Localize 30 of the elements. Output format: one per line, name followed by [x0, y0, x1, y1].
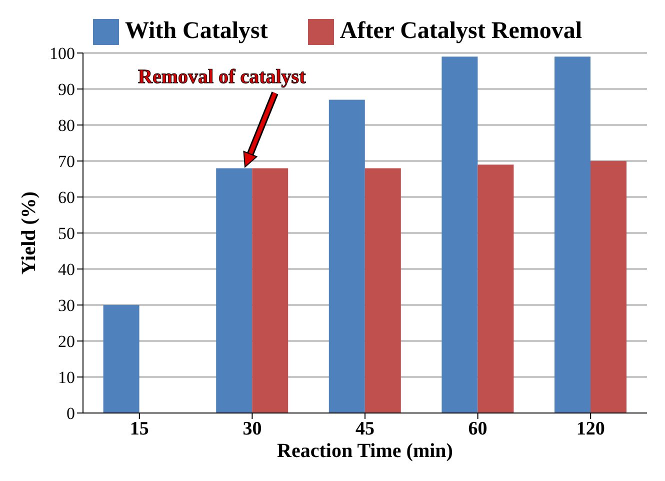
- bar: [590, 161, 627, 413]
- bar: [478, 164, 514, 413]
- bar: [216, 168, 252, 413]
- y-tick-label: 0: [66, 404, 75, 424]
- legend-label: With Catalyst: [124, 18, 268, 45]
- y-tick-label: 90: [58, 80, 75, 100]
- bar: [252, 168, 288, 413]
- y-tick-label: 50: [58, 224, 75, 244]
- bar: [328, 100, 365, 413]
- y-tick-label: 40: [58, 260, 75, 280]
- x-axis-title: Reaction Time (min): [277, 440, 453, 462]
- x-tick-label: 45: [356, 418, 374, 440]
- x-tick-label: 60: [468, 418, 488, 440]
- y-axis-title: Yield (%): [18, 191, 40, 275]
- y-tick-label: 60: [58, 188, 75, 208]
- x-tick-label: 15: [130, 418, 149, 440]
- y-tick-label: 80: [58, 116, 75, 136]
- bar: [442, 56, 478, 413]
- y-tick-label: 70: [58, 152, 75, 172]
- bar: [103, 305, 140, 413]
- y-tick-label: 10: [58, 368, 75, 388]
- bar: [364, 168, 401, 413]
- y-tick-label: 30: [58, 296, 75, 316]
- annotation: Removal of catalyst: [138, 66, 306, 89]
- y-tick-label: 100: [50, 44, 75, 64]
- x-tick-label: 120: [576, 418, 605, 440]
- x-tick-label: 30: [242, 418, 262, 440]
- legend-label: After Catalyst Removal: [340, 18, 582, 45]
- y-tick-label: 20: [58, 332, 75, 352]
- bar: [554, 56, 591, 413]
